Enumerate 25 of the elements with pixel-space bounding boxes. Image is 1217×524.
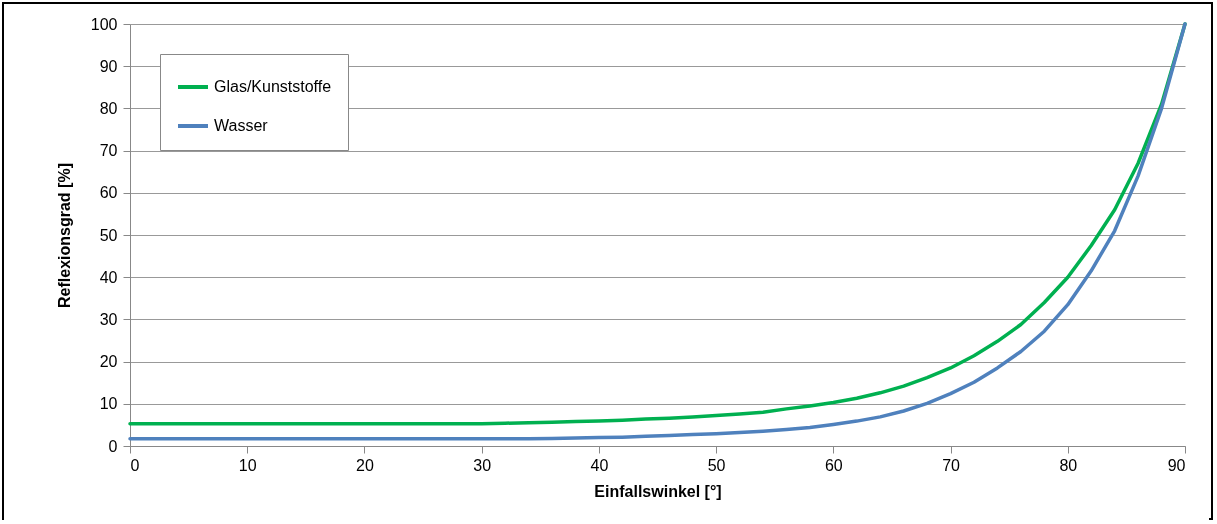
x-tick-label: 90 <box>1167 456 1186 474</box>
y-tick-label: 100 <box>90 15 118 33</box>
y-axis-title: Reflexionsgrad [%] <box>55 163 73 308</box>
y-tick-label: 50 <box>99 226 118 244</box>
y-tick-label: 60 <box>99 184 118 202</box>
x-tick-label: 40 <box>590 456 609 474</box>
x-tick-label: 70 <box>942 456 961 474</box>
y-tick-label: 80 <box>99 99 118 117</box>
x-tick-label: 0 <box>130 456 140 474</box>
legend-label: Wasser <box>214 117 269 134</box>
y-tick-label: 40 <box>99 268 118 286</box>
x-tick-label: 20 <box>356 456 374 474</box>
x-tick-label: 30 <box>473 456 492 474</box>
y-tick-label: 10 <box>99 395 118 413</box>
x-tick-label: 60 <box>824 456 843 474</box>
y-tick-label: 30 <box>99 310 118 328</box>
legend-label: Glas/Kunststoffe <box>214 78 332 95</box>
y-tick-label: 90 <box>99 57 118 75</box>
x-tick-label: 50 <box>707 456 726 474</box>
y-tick-label: 70 <box>99 142 118 160</box>
x-tick-label: 80 <box>1059 456 1078 474</box>
y-tick-label: 20 <box>99 353 118 371</box>
y-tick-label: 0 <box>108 437 118 455</box>
x-axis-title: Einfallswinkel [°] <box>594 482 722 500</box>
x-tick-label: 10 <box>238 456 257 474</box>
